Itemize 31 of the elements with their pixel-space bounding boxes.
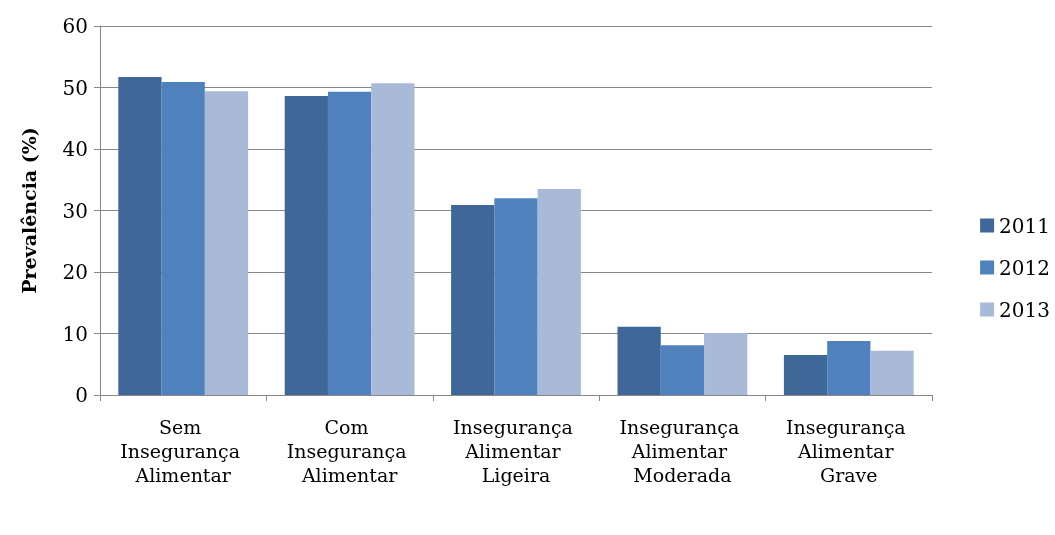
bar: [494, 198, 538, 395]
bar: [451, 204, 495, 395]
bar: [204, 91, 249, 395]
y-tick-label: 60: [62, 14, 88, 38]
legend-label: 2012: [999, 255, 1051, 280]
bar: [327, 91, 372, 395]
y-tick-label: 20: [62, 260, 88, 284]
bar: [870, 350, 914, 395]
y-axis-title: Prevalência (%): [17, 127, 40, 294]
y-tick-label: 50: [62, 75, 88, 100]
bar: [161, 81, 205, 395]
bar: [704, 332, 748, 395]
bar: [783, 355, 828, 395]
x-tick-label: Insegurança Alimentar Ligeira: [453, 416, 579, 486]
y-tick-label: 30: [62, 198, 88, 223]
x-tick-label: Sem Insegurança Alimentar: [120, 416, 247, 486]
y-tick-label: 40: [62, 137, 88, 161]
legend-label: 2013: [999, 297, 1051, 322]
bar: [537, 188, 581, 395]
bar: [827, 340, 871, 395]
legend-label: 2011: [999, 213, 1051, 238]
bar: [617, 326, 661, 395]
x-tick-label: Insegurança Alimentar Moderada: [619, 416, 746, 486]
y-tick-label: 0: [75, 383, 88, 407]
x-tick-label: Insegurança Alimentar Grave: [785, 416, 912, 486]
bar: [284, 96, 328, 395]
bar: [118, 77, 162, 395]
y-tick-label: 10: [62, 321, 88, 346]
bar: [371, 83, 415, 395]
x-tick-label: Com Insegurança Alimentar: [286, 416, 413, 486]
bar: [660, 345, 705, 395]
